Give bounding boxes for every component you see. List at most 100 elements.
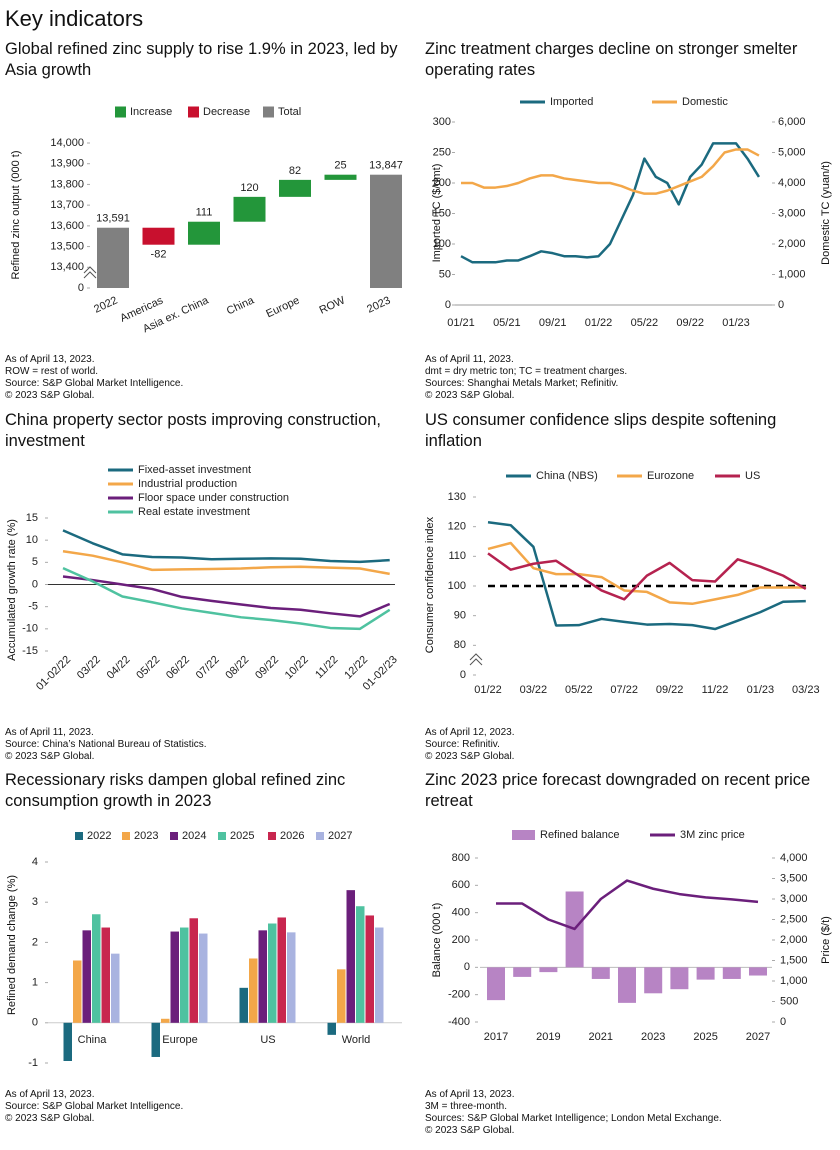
y-tick-label: -5 (28, 601, 38, 613)
bar (188, 221, 220, 245)
y-tick-label: 400 (452, 907, 470, 919)
y-tick-label: -1 (28, 1057, 38, 1069)
chart-title: Zinc treatment charges decline on strong… (425, 40, 798, 79)
bar (324, 174, 357, 180)
bar (487, 967, 505, 1001)
y-tick-label: 250 (433, 146, 451, 158)
axis-title: Accumulated growth rate (%) (6, 519, 18, 661)
legend-swatch (115, 106, 126, 118)
x-tick-label: China (225, 294, 257, 317)
bar (142, 227, 175, 245)
y-tick-label: 0 (78, 282, 84, 294)
y-tick-label: 120 (448, 521, 466, 533)
legend-label: Eurozone (647, 470, 694, 482)
bar (233, 196, 266, 222)
legend-swatch (75, 832, 83, 840)
chart-title: US consumer confidence slips despite sof… (425, 411, 777, 450)
bar (327, 1022, 336, 1035)
x-tick-label: 07/22 (610, 684, 638, 696)
note: As of April 11, 2023. (425, 354, 514, 365)
note: © 2023 S&P Global. (5, 1113, 94, 1124)
x-tick-label: 01/22 (474, 684, 502, 696)
legend-label: Decrease (203, 106, 250, 118)
bar (111, 953, 120, 1023)
x-tick-label: 2023 (365, 294, 392, 315)
y-tick-label: 200 (433, 177, 451, 189)
legend-swatch (316, 832, 324, 840)
note: ROW = rest of world. (5, 366, 98, 377)
note: © 2023 S&P Global. (425, 1125, 514, 1136)
note: Sources: S&P Global Market Intelligence;… (425, 1113, 722, 1124)
data-label: 13,847 (369, 160, 403, 172)
x-tick-label: 12/22 (342, 654, 370, 682)
y-tick-label: 0 (460, 669, 466, 681)
x-tick-label: 07/22 (194, 654, 222, 682)
y-tick-label: 5 (32, 556, 38, 568)
axis-title: Refined demand change (%) (6, 875, 18, 1015)
note: As of April 13, 2023. (425, 1089, 515, 1100)
series-line (487, 520, 806, 631)
legend-label: Fixed-asset investment (138, 464, 251, 476)
x-tick-label: 05/22 (134, 654, 162, 682)
x-tick-label: 2027 (746, 1031, 770, 1043)
axis-break (469, 653, 483, 666)
y-tick-label: 300 (433, 116, 451, 128)
y-tick-label: 3,000 (780, 893, 808, 905)
x-tick-label: Europe (264, 294, 301, 320)
bar (346, 890, 355, 1023)
bar (161, 1018, 170, 1023)
bar (670, 967, 689, 990)
bar (644, 967, 663, 994)
y-tick-label: 2,500 (780, 913, 808, 925)
chart-title: Global refined zinc supply to rise 1.9% … (5, 40, 398, 79)
y-tick-label: 0 (32, 578, 38, 590)
axis-title: Domestic TC (yuan/t) (820, 161, 832, 265)
bar (513, 967, 532, 977)
y-tick-label: -400 (448, 1016, 470, 1028)
bar (258, 930, 267, 1023)
legend-label: 2026 (280, 830, 304, 842)
bar (279, 179, 311, 197)
y-tick-label: 3 (32, 896, 38, 908)
y-tick-label: -10 (22, 623, 38, 635)
bar (180, 927, 189, 1023)
y-tick-label: 0 (464, 961, 470, 973)
y-tick-label: 0 (780, 1016, 786, 1028)
axis-title: Imported TC ($/dmt) (431, 164, 443, 263)
bar (375, 927, 384, 1023)
x-tick-label: 08/22 (223, 654, 251, 682)
series-line (62, 575, 391, 618)
bar (92, 914, 101, 1023)
y-tick-label: 13,500 (50, 240, 84, 252)
legend-swatch (170, 832, 178, 840)
y-tick-label: 200 (452, 934, 470, 946)
x-tick-label: 2017 (484, 1031, 508, 1043)
bar (722, 967, 741, 979)
x-tick-label: 01/23 (747, 684, 775, 696)
y-tick-label: 3,000 (778, 207, 806, 219)
bar (82, 930, 91, 1023)
legend-label: Increase (130, 106, 172, 118)
x-tick-label: 06/22 (164, 654, 192, 682)
y-tick-label: 13,600 (50, 220, 84, 232)
x-tick-label: 05/21 (493, 317, 521, 329)
bar (73, 960, 82, 1023)
legend-label: Imported (550, 96, 593, 108)
x-tick-label: 01/21 (447, 317, 475, 329)
series-line (461, 148, 760, 195)
x-tick-label: 2022 (92, 294, 119, 315)
note: As of April 12, 2023. (425, 727, 515, 738)
y-tick-label: 13,800 (50, 178, 84, 190)
bar (101, 927, 110, 1023)
y-tick-label: 1,500 (780, 954, 808, 966)
legend-label: Domestic (682, 96, 728, 108)
x-tick-label: 01/23 (722, 317, 750, 329)
x-tick-label: 01/22 (585, 317, 613, 329)
bar (618, 967, 636, 1003)
bar (151, 1022, 160, 1057)
x-tick-label: 01-02/22 (34, 654, 73, 693)
y-tick-label: 4,000 (778, 177, 806, 189)
axis-break (83, 266, 97, 279)
y-tick-label: 1,000 (780, 975, 808, 987)
